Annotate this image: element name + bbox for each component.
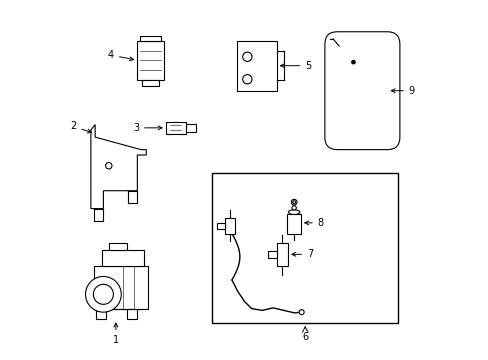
Text: 5: 5 (280, 61, 311, 71)
Circle shape (93, 284, 113, 304)
Polygon shape (237, 41, 276, 91)
Circle shape (291, 199, 296, 205)
Text: 4: 4 (108, 50, 133, 61)
Bar (94, 266, 148, 309)
Circle shape (242, 52, 251, 62)
Bar (137, 41, 164, 80)
Bar (108, 243, 126, 249)
Text: 2: 2 (70, 121, 91, 133)
Text: 6: 6 (302, 332, 307, 342)
Bar (102, 249, 144, 266)
Ellipse shape (288, 210, 299, 215)
Bar (142, 80, 159, 86)
Bar (276, 243, 287, 266)
Circle shape (292, 201, 295, 203)
Circle shape (351, 60, 354, 64)
Text: 1: 1 (113, 323, 119, 345)
Text: 9: 9 (390, 86, 414, 96)
Circle shape (242, 75, 251, 84)
Bar (140, 36, 161, 41)
Text: 7: 7 (291, 249, 313, 259)
Circle shape (105, 162, 112, 169)
Bar (185, 123, 195, 132)
Bar (96, 309, 106, 319)
Bar (165, 122, 185, 134)
Bar (267, 251, 276, 258)
Bar (126, 309, 136, 319)
Text: 8: 8 (304, 218, 323, 228)
Bar (212, 173, 397, 323)
Circle shape (85, 276, 121, 312)
Circle shape (291, 206, 296, 210)
Bar (287, 214, 300, 234)
Polygon shape (91, 125, 146, 208)
Circle shape (299, 310, 304, 315)
Bar (224, 217, 234, 234)
Bar (217, 223, 224, 229)
FancyBboxPatch shape (324, 32, 399, 150)
Text: 3: 3 (133, 123, 162, 133)
